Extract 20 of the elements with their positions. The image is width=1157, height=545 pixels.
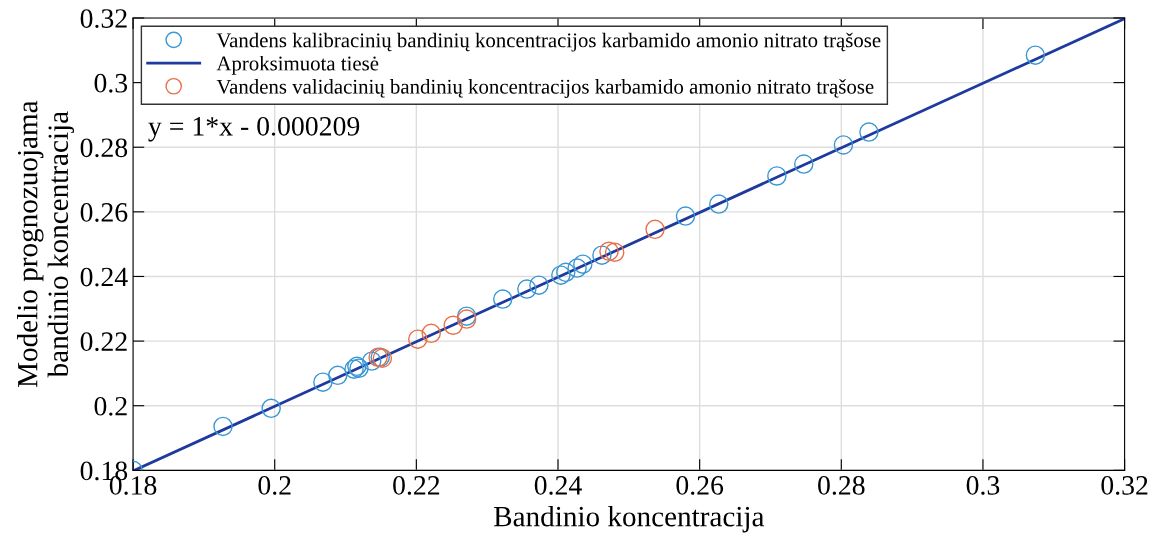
y-tick-label: 0.32 — [80, 9, 127, 29]
x-tick-label: 0.28 — [818, 476, 865, 495]
x-tick-label: 0.26 — [676, 476, 724, 495]
legend-label: Vandens kalibracinių bandinių koncentracijos karbamido amonio nitrato trąšose — [216, 32, 881, 52]
y-axis-title: Modelio prognozuojama bandinio koncentracija — [17, 100, 75, 388]
y-tick-label: 0.24 — [80, 267, 128, 287]
legend-label: Vandens validacinių bandinių koncentracijos karbamido amonio nitrato trąšose — [216, 79, 874, 98]
legend-label: Aproksimuota tiesė — [216, 55, 379, 75]
x-tick-label: 0.22 — [393, 476, 440, 495]
y-tick-label: 0.22 — [80, 332, 127, 352]
x-tick-label: 0.32 — [1101, 476, 1148, 495]
y-tick-label: 0.28 — [80, 138, 128, 158]
x-tick-label: 0.24 — [534, 476, 582, 495]
x-axis-title: Bandinio koncentracija — [494, 505, 765, 533]
y-tick-label: 0.26 — [80, 203, 128, 222]
x-tick-label: 0.2 — [258, 476, 291, 495]
y-tick-label: 0.3 — [94, 73, 128, 93]
y-tick-label: 0.2 — [94, 396, 127, 416]
x-tick-label: 0.3 — [966, 476, 1000, 495]
annotation: y = 1*x - 0.000209 — [148, 116, 360, 142]
